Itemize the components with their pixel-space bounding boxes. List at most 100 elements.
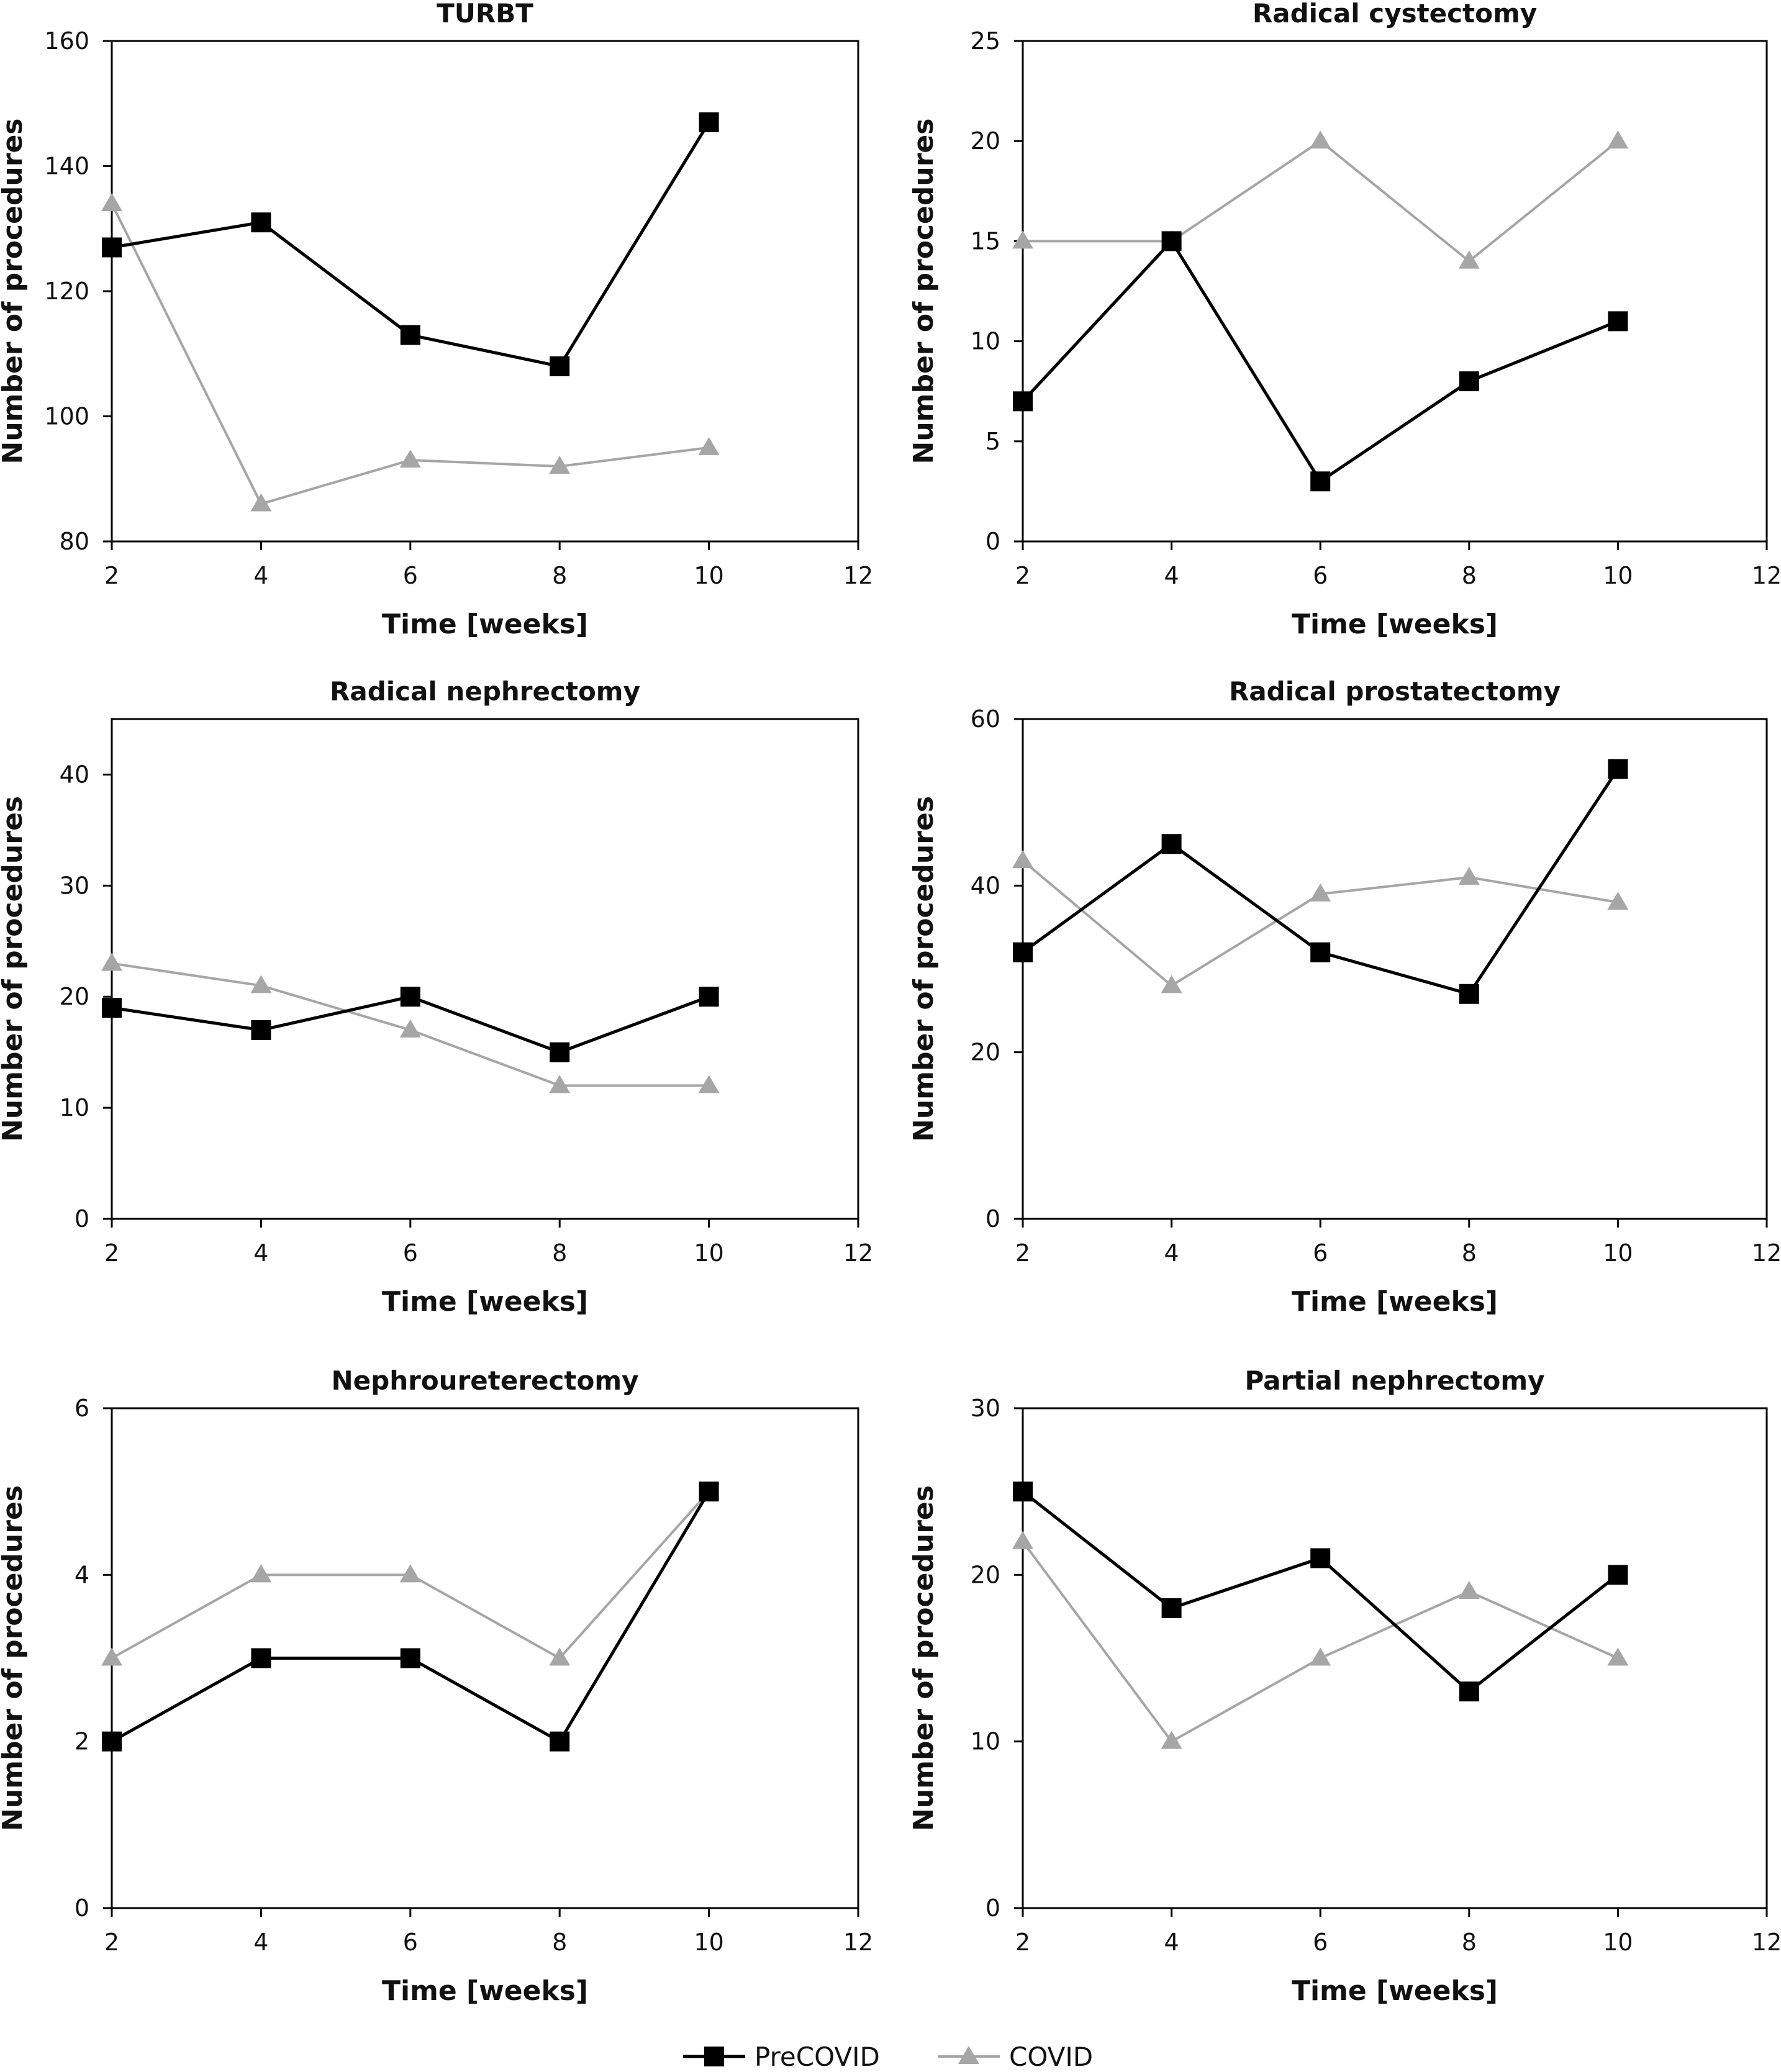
y-tick-label: 5 (986, 428, 1000, 455)
series-covid (101, 952, 720, 1093)
y-tick-label: 6 (75, 1395, 89, 1422)
x-axis-label: Time [weeks] (1292, 608, 1498, 640)
data-point-square (102, 1731, 122, 1752)
chart-panel: Radical prostatectomy 2 4 6 8 10 12 0 20 40 60 Time… (908, 676, 1781, 1318)
series-precovid (1013, 1482, 1628, 1702)
series-precovid (102, 987, 719, 1062)
data-point-square (1161, 231, 1182, 251)
data-point-square (400, 987, 420, 1007)
x-tick-label: 8 (1462, 562, 1477, 589)
data-point-triangle (250, 493, 272, 512)
x-tick-label: 4 (253, 1929, 268, 1956)
data-point-triangle (1310, 1647, 1331, 1666)
y-axis-label: Number of procedures (0, 1485, 29, 1831)
data-point-triangle (399, 1564, 421, 1583)
series-precovid (102, 1482, 719, 1752)
chart-panel: TURBT 2 4 6 8 10 12 80 100 120 140 160 Time [weeks] N… (0, 0, 873, 640)
data-point-triangle (101, 192, 122, 211)
series-covid (101, 192, 720, 512)
y-tick-label: 100 (44, 403, 89, 430)
data-point-square (550, 356, 570, 376)
data-point-square (1310, 471, 1331, 492)
data-point-triangle (1012, 1531, 1033, 1549)
data-point-triangle (549, 1075, 571, 1093)
legend-marker-square (704, 2047, 724, 2066)
data-point-triangle (1607, 892, 1629, 910)
x-tick-label: 6 (1313, 562, 1328, 589)
data-point-triangle (698, 1075, 720, 1093)
data-point-triangle (1607, 1647, 1629, 1666)
y-tick-label: 30 (60, 872, 89, 899)
y-axis-label: Number of procedures (908, 119, 940, 464)
data-point-triangle (1607, 130, 1629, 149)
y-axis-label: Number of procedures (0, 119, 29, 464)
plot-frame (111, 40, 859, 543)
x-tick-label: 12 (843, 562, 873, 589)
plot-frame (1022, 40, 1768, 543)
y-tick-label: 0 (986, 1205, 1000, 1233)
data-point-square (550, 1731, 570, 1752)
y-tick-label: 40 (971, 872, 1000, 899)
plot-frame (1022, 718, 1768, 1220)
data-point-triangle (399, 1019, 421, 1038)
series-precovid (102, 112, 719, 376)
x-tick-label: 10 (1603, 562, 1633, 589)
x-tick-label: 4 (1164, 1929, 1179, 1956)
data-point-square (1161, 834, 1182, 854)
data-point-square (1310, 942, 1331, 962)
data-point-square (550, 1042, 570, 1062)
x-tick-label: 4 (1164, 1239, 1179, 1267)
x-tick-label: 6 (403, 1239, 418, 1267)
y-tick-label: 30 (971, 1395, 1000, 1422)
series-line (1022, 238, 1619, 484)
y-tick-label: 20 (971, 1561, 1000, 1588)
series-line (1022, 859, 1618, 987)
series-line (111, 1490, 710, 1744)
x-tick-label: 10 (1603, 1929, 1633, 1956)
x-tick-label: 10 (1603, 1239, 1633, 1267)
y-tick-label: 0 (75, 1894, 89, 1922)
legend-label: COVID (1009, 2042, 1093, 2072)
x-tick-label: 12 (1752, 1239, 1781, 1267)
y-tick-label: 10 (971, 1728, 1000, 1755)
data-point-square (1013, 391, 1033, 412)
data-point-triangle (1458, 1581, 1480, 1599)
plot-frame (111, 1407, 859, 1909)
x-tick-label: 2 (104, 1239, 119, 1267)
data-point-square (102, 237, 122, 258)
data-point-square (400, 1648, 420, 1668)
x-tick-label: 12 (1752, 562, 1781, 589)
plot-frame (111, 718, 859, 1220)
legend-label: PreCOVID (755, 2042, 880, 2072)
x-tick-label: 4 (253, 1239, 268, 1267)
y-axis-label: Number of procedures (0, 796, 29, 1142)
chart-title: TURBT (437, 0, 533, 29)
data-point-square (1608, 311, 1628, 332)
y-tick-label: 10 (971, 328, 1000, 355)
x-tick-label: 2 (104, 562, 119, 589)
data-point-square (1608, 1565, 1628, 1585)
series-covid (1012, 850, 1629, 993)
x-tick-label: 2 (1015, 1239, 1030, 1267)
data-point-triangle (101, 1647, 122, 1666)
data-point-square (1608, 759, 1628, 779)
data-point-square (1013, 1482, 1033, 1502)
legend: PreCOVID COVID (683, 2042, 1093, 2072)
data-point-square (251, 212, 271, 233)
x-axis-label: Time [weeks] (1292, 1975, 1498, 2007)
data-point-triangle (1161, 1730, 1182, 1749)
data-point-square (102, 998, 122, 1018)
series-precovid (1013, 759, 1628, 1004)
y-tick-label: 0 (75, 1205, 89, 1233)
x-axis-label: Time [weeks] (382, 1975, 588, 2007)
data-point-square (699, 987, 719, 1007)
data-point-square (251, 1020, 271, 1040)
data-point-triangle (1012, 850, 1033, 869)
x-tick-label: 8 (552, 1239, 567, 1267)
x-tick-label: 8 (552, 1929, 567, 1956)
y-tick-label: 140 (44, 153, 89, 180)
x-tick-label: 2 (104, 1929, 119, 1956)
data-point-triangle (101, 952, 122, 971)
chart-panel: Partial nephrectomy 2 4 6 8 10 12 0 10 20 30 Time [… (908, 1365, 1781, 2007)
